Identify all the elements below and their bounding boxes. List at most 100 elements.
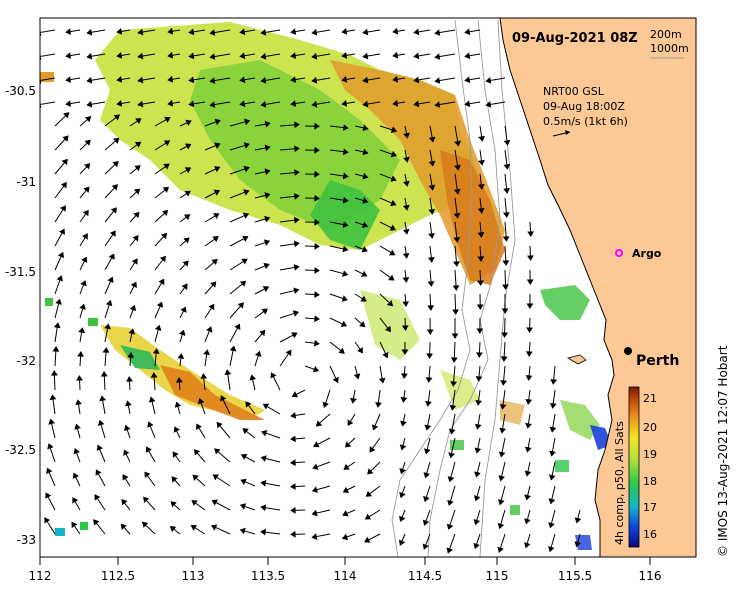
y-tick-label: -33: [16, 533, 36, 547]
current-vector-head: [93, 519, 100, 526]
current-vector-head: [84, 139, 91, 146]
current-vector-head: [46, 467, 53, 475]
current-vector-head: [132, 235, 139, 242]
current-vector-head: [240, 453, 248, 460]
credit-text: © IMOS 13-Aug-2021 12:07 Hobart: [716, 345, 730, 557]
current-vector-head: [502, 212, 510, 218]
current-vector-head: [389, 249, 396, 256]
current-vector-head: [261, 430, 268, 437]
colorbar-tick: 17: [643, 501, 657, 514]
current-vector-head: [413, 76, 420, 84]
current-vector-head: [403, 156, 410, 163]
current-vector-head: [498, 451, 506, 458]
current-vector-head: [262, 403, 270, 410]
current-vector-head: [392, 51, 399, 59]
current-vector-head: [390, 199, 397, 207]
current-vector-head: [75, 399, 82, 406]
current-vector-head: [244, 118, 251, 126]
colorbar-tick: 20: [643, 421, 657, 434]
current-vector-head: [399, 468, 406, 475]
current-vector-head: [169, 526, 177, 533]
current-vector-head: [191, 500, 198, 506]
colorbar-label: 4h comp, p50, All Sats: [613, 421, 626, 545]
y-tick-label: -31: [16, 175, 36, 189]
current-vector-head: [448, 428, 456, 435]
current-vector-head: [526, 303, 534, 309]
current-vector-head: [260, 504, 267, 512]
current-vector-head: [97, 419, 105, 427]
current-vector-head: [47, 443, 54, 450]
current-vector-head: [180, 306, 187, 313]
current-vector-head: [160, 232, 168, 240]
x-tick-label: 115.5: [558, 569, 592, 583]
current-vector-head: [311, 509, 318, 517]
current-vector-head: [311, 52, 318, 60]
date-title: 09-Aug-2021 08Z: [512, 31, 638, 46]
current-vector-head: [214, 142, 221, 149]
current-vector-head: [120, 523, 127, 530]
current-vector-head: [314, 194, 320, 202]
current-vector-head: [448, 452, 455, 459]
current-vector-head: [210, 281, 217, 288]
current-vector-head: [193, 449, 201, 456]
current-vector-head: [314, 122, 320, 130]
current-vector-head: [548, 522, 555, 529]
current-vector-head: [243, 189, 250, 196]
current-vector-head: [399, 515, 406, 522]
current-vector-head: [110, 207, 117, 214]
current-vector-head: [497, 522, 505, 530]
current-vector-head: [124, 424, 131, 432]
current-vector-head: [209, 53, 216, 60]
current-vector-head: [83, 186, 90, 193]
isobath-label-1000m: 1000m: [650, 42, 689, 55]
x-tick-label: 114.5: [408, 569, 442, 583]
land-mass: [499, 18, 696, 557]
current-vector-head: [290, 459, 296, 466]
current-vector-head: [451, 333, 459, 339]
current-vector-head: [359, 321, 366, 328]
current-vector-head: [332, 376, 339, 384]
current-vector-head: [527, 231, 534, 237]
current-vector-head: [55, 298, 62, 305]
current-vector-head: [129, 304, 137, 312]
current-vector-head: [312, 365, 320, 373]
current-vector-head: [341, 533, 349, 541]
current-vector-head: [525, 351, 533, 357]
current-vector-head: [206, 326, 213, 333]
current-vector-head: [152, 348, 160, 354]
current-vector-head: [260, 29, 267, 36]
current-vector-head: [100, 371, 108, 377]
current-vector-head: [145, 446, 152, 453]
current-vector-head: [175, 377, 183, 383]
current-vector-head: [213, 189, 221, 196]
current-vector-head: [78, 327, 86, 334]
current-vector-head: [237, 302, 244, 309]
current-vector-head: [82, 209, 89, 217]
current-vector-head: [141, 521, 149, 528]
current-vector-head: [425, 400, 432, 407]
current-vector-head: [133, 211, 140, 219]
current-vector-head: [341, 28, 348, 35]
current-vector-head: [178, 329, 186, 336]
current-vector-head: [362, 148, 369, 156]
current-vector-head: [294, 145, 300, 153]
current-vector-head: [239, 28, 246, 36]
current-vector-head: [220, 395, 227, 402]
current-vector-head: [399, 491, 406, 499]
current-vector-head: [548, 474, 556, 481]
x-tick-label: 114: [334, 569, 357, 583]
x-tick-label: 116: [639, 569, 662, 583]
current-vector-head: [177, 353, 185, 359]
current-vector-head: [503, 187, 511, 194]
argo-float-icon: [615, 249, 623, 257]
current-vector-head: [426, 353, 434, 359]
current-vector-head: [526, 327, 534, 333]
current-vector-head: [209, 29, 216, 36]
y-tick-label: -32: [16, 354, 36, 368]
current-vector-head: [285, 349, 292, 357]
current-vector-head: [402, 277, 410, 283]
current-vector-head: [239, 503, 247, 510]
current-vector-head: [362, 124, 369, 132]
current-vector-head: [211, 499, 218, 506]
current-vector-head: [147, 421, 154, 428]
